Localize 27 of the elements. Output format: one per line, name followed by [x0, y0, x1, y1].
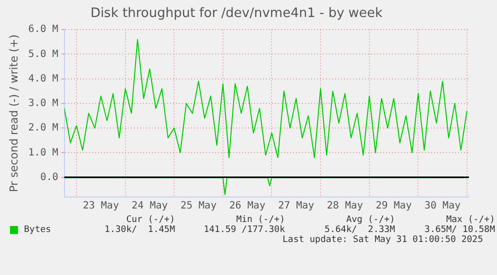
text: Last update: Sat May 31 01:00:50 2025: [282, 235, 484, 245]
x-tick-label: 24 May: [132, 200, 168, 212]
chart-title: Disk throughput for /dev/nvme4n1 - by week: [90, 6, 384, 22]
text: Max (-/+): [445, 215, 495, 225]
x-tick-label: 29 May: [376, 200, 412, 212]
x-tick-label: 25 May: [180, 200, 217, 212]
x-tick-label: 28 May: [326, 200, 364, 212]
text: Avg (-/+): [345, 215, 395, 225]
y-tick-label: 3.0 M: [28, 98, 58, 110]
y-tick-label: 2.0 M: [28, 122, 58, 134]
x-tick-label: 26 May: [229, 200, 266, 212]
y-tick-label: 5.0 M: [28, 48, 58, 60]
y-tick-label: 6.0 M: [28, 24, 58, 36]
y-tick-label: 0.0: [40, 172, 58, 183]
y-axis-title: Pr second read (-) / write (+): [7, 34, 20, 192]
y-tick-label: 4.0 M: [28, 73, 58, 84]
text: Cur (-/+): [125, 215, 175, 225]
y-tick-label: 1.0 M: [28, 147, 58, 158]
x-tick-label: 23 May: [82, 200, 119, 212]
text: 3.65M/ 10.58M: [424, 225, 495, 235]
text: Min (-/+): [235, 215, 285, 225]
text: 5.64k/ 2.33M: [324, 225, 395, 235]
x-tick-label: 27 May: [278, 200, 314, 212]
text: 1.30k/ 1.45M: [104, 225, 175, 235]
x-tick-label: 30 May: [424, 200, 461, 212]
text: 141.59 /177.30k: [202, 225, 285, 235]
legend-label: Bytes: [24, 225, 52, 235]
